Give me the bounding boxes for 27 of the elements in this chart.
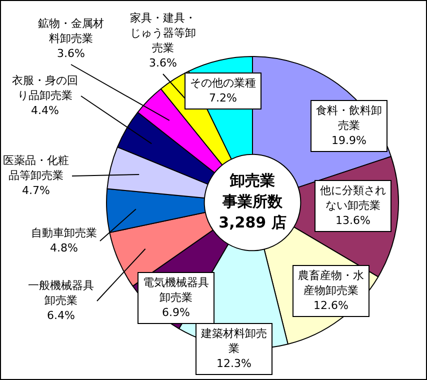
data-label: 3.6% bbox=[149, 56, 177, 70]
text: 事業所数 bbox=[222, 192, 284, 210]
data-label: 6.4% bbox=[47, 308, 75, 322]
data-label: 4.4% bbox=[31, 104, 59, 117]
slice-label: 建築材料卸売業 bbox=[200, 326, 267, 355]
data-label: 12.3% bbox=[216, 356, 252, 370]
data-label: 12.6% bbox=[314, 298, 348, 312]
slice-label: 電気機械器具卸売業 bbox=[143, 276, 209, 304]
data-label: 4.8% bbox=[50, 241, 78, 254]
slice-label: 自動車卸売業 bbox=[31, 226, 97, 240]
slice-label: 鉱物・金属材料卸売業 bbox=[38, 16, 104, 45]
text: 卸売業 bbox=[229, 171, 275, 190]
slice-label: 家具・建具・じゅう器等卸売業 bbox=[130, 11, 196, 54]
slice-label: 農畜産物・水産物卸売業 bbox=[298, 268, 364, 297]
slice-label: 衣服・身の回り品卸売業 bbox=[12, 74, 78, 102]
text: 3,289 店 bbox=[218, 213, 286, 232]
data-label: 7.2% bbox=[209, 91, 237, 104]
data-label: 19.9% bbox=[332, 134, 366, 147]
data-label: 13.6% bbox=[336, 214, 370, 227]
data-label: 3.6% bbox=[57, 46, 85, 60]
slice-label: 他に分類されない卸売業 bbox=[320, 184, 386, 212]
slice-label: その他の業種 bbox=[190, 76, 256, 90]
data-label: 6.9% bbox=[162, 306, 190, 319]
slice-label: 医薬品・化粧品等卸売業 bbox=[3, 154, 69, 182]
data-label: 4.7% bbox=[22, 184, 50, 197]
slice-label: 食料・飲料卸売業 bbox=[316, 104, 382, 132]
slice-label: 一般機械器具卸売業 bbox=[28, 278, 94, 307]
